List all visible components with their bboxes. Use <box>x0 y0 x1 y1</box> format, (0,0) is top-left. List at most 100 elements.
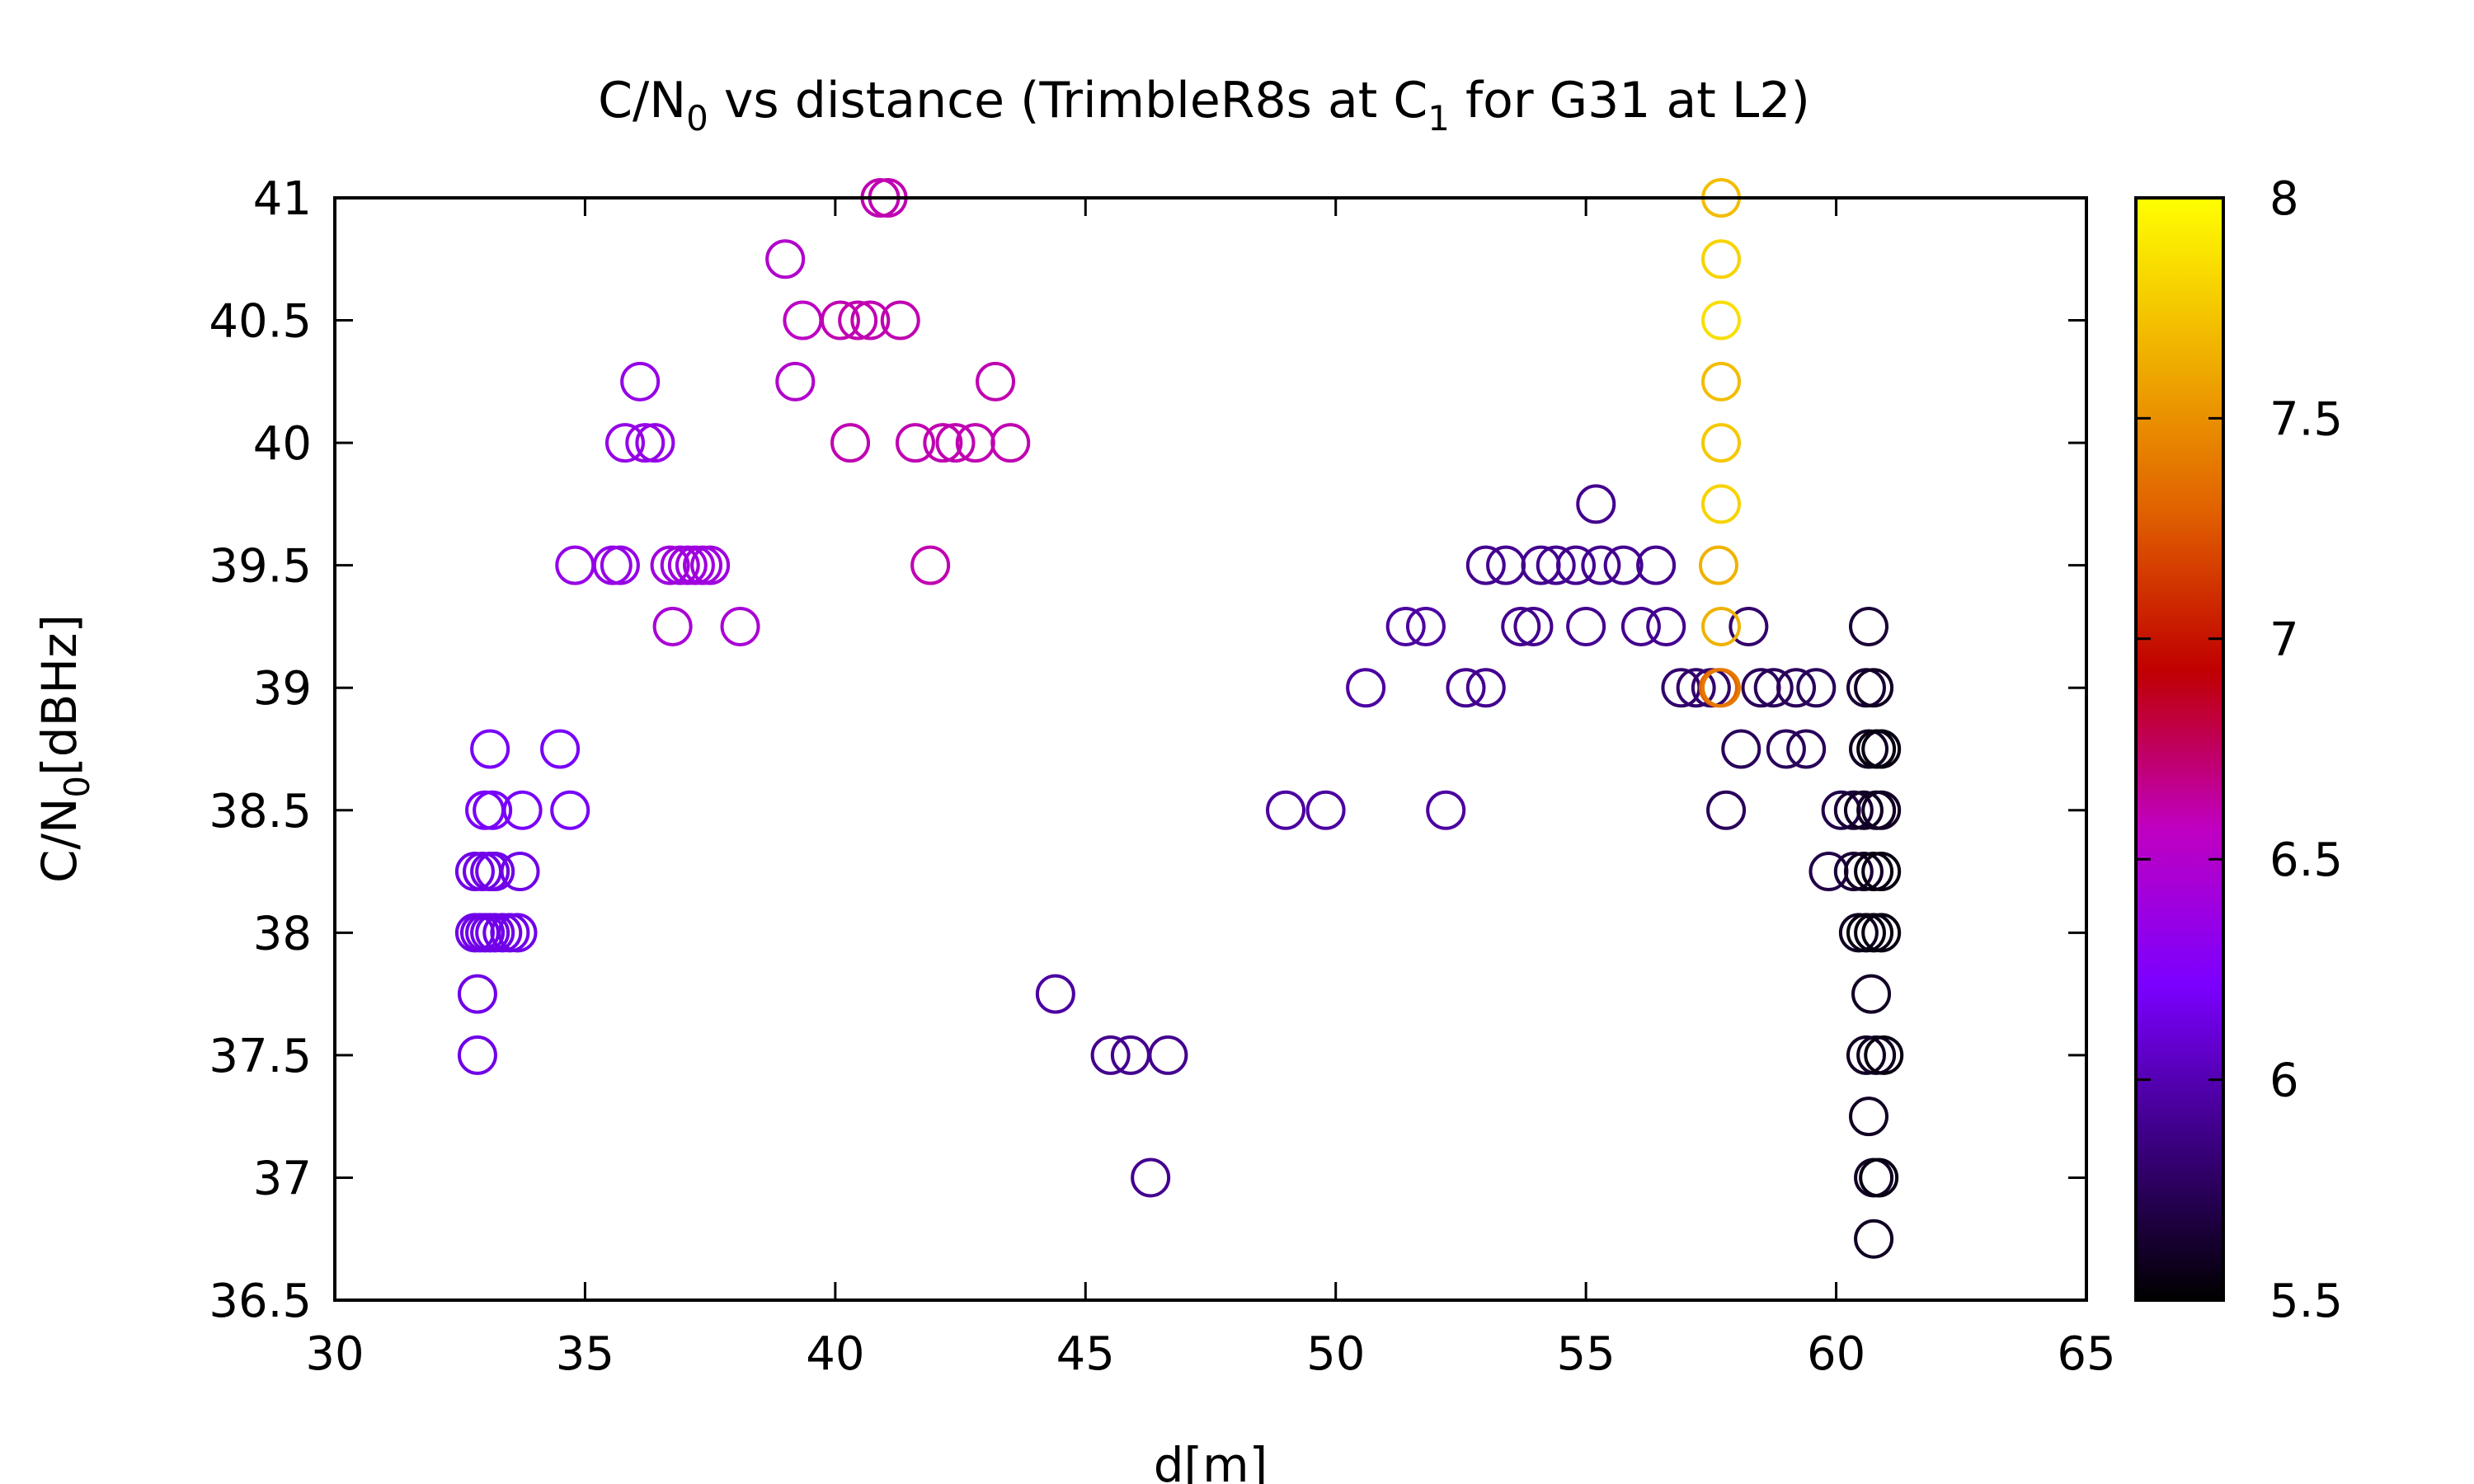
data-point <box>775 361 816 402</box>
data-point <box>1796 668 1837 708</box>
data-point <box>720 606 760 646</box>
data-point <box>1676 668 1716 708</box>
data-point <box>1426 790 1466 830</box>
data-point <box>1776 668 1817 708</box>
colorbar-tick-label: 6.5 <box>2269 834 2343 887</box>
chart-title: C/N0 vs distance (TrimbleR8s at C1 for G… <box>598 72 1810 139</box>
data-point <box>620 361 661 402</box>
data-point <box>604 423 645 463</box>
x-tick-label: 30 <box>305 1327 364 1381</box>
data-point <box>1846 1035 1886 1075</box>
x-tick-label: 50 <box>1306 1327 1365 1381</box>
data-point <box>1581 545 1621 585</box>
x-tick-label: 40 <box>806 1327 864 1381</box>
data-point <box>1861 852 1902 892</box>
data-point <box>1465 668 1506 708</box>
x-axis-title: d[m] <box>1154 1437 1268 1484</box>
data-point <box>625 423 666 463</box>
colorbar-ticks: 5.5 6 6.5 7 7.5 8 <box>2136 172 2343 1328</box>
data-point <box>540 729 581 769</box>
data-point <box>1729 606 1769 646</box>
data-point <box>1346 668 1386 708</box>
data-point <box>1843 852 1884 892</box>
data-point <box>465 790 506 830</box>
colorbar-tick-label: 6 <box>2269 1054 2299 1108</box>
data-point <box>1786 729 1827 769</box>
data-point <box>1833 790 1874 830</box>
data-point <box>652 606 693 646</box>
data-point <box>1854 852 1894 892</box>
y-tick-label: 41 <box>253 172 312 226</box>
data-point <box>475 852 515 892</box>
data-point <box>500 852 540 892</box>
data-point <box>1859 1158 1899 1198</box>
x-axis-ticks: 30 35 40 45 50 55 60 65 <box>305 198 2116 1381</box>
data-point <box>1864 1035 1904 1075</box>
colorbar-tick-label: 7 <box>2269 613 2299 667</box>
data-point <box>555 545 595 585</box>
data-point <box>1843 790 1884 830</box>
data-point <box>650 545 690 585</box>
data-point <box>910 545 951 585</box>
data-point <box>497 913 538 953</box>
data-point <box>1405 606 1446 646</box>
y-tick-label: 38.5 <box>209 785 312 838</box>
y-axis-title: C/N0[dBHz] <box>31 614 97 883</box>
plot-frame <box>333 196 2088 1302</box>
data-point <box>880 300 920 340</box>
y-tick-label: 37 <box>253 1152 312 1205</box>
data-point <box>1603 545 1644 585</box>
y-tick-label: 37.5 <box>209 1030 312 1083</box>
data-point <box>923 423 963 463</box>
y-tick-label: 39.5 <box>209 540 312 594</box>
colorbar-tick-label: 5.5 <box>2269 1275 2343 1328</box>
data-point <box>550 790 590 830</box>
data-point <box>1636 545 1677 585</box>
data-point <box>1513 606 1554 646</box>
data-point <box>1753 668 1794 708</box>
data-point <box>690 545 731 585</box>
data-point <box>470 729 510 769</box>
data-point <box>457 1035 497 1075</box>
points-layer <box>454 178 1904 1259</box>
data-point <box>635 423 675 463</box>
data-point <box>592 545 633 585</box>
y-axis-ticks: 36.5 37 37.5 38 38.5 39 39.5 40 40.5 41 <box>209 172 2086 1328</box>
data-point <box>1849 1097 1889 1137</box>
x-tick-label: 65 <box>2057 1327 2115 1381</box>
x-tick-label: 60 <box>1807 1327 1865 1381</box>
y-tick-label: 40 <box>253 417 312 471</box>
data-point <box>1856 1035 1897 1075</box>
data-point <box>1700 484 1741 524</box>
data-point <box>1698 545 1738 585</box>
data-point <box>1035 974 1075 1014</box>
data-point <box>1266 790 1306 830</box>
data-point <box>1700 300 1741 340</box>
data-point <box>1486 545 1526 585</box>
data-point <box>1576 484 1616 524</box>
data-point <box>830 423 871 463</box>
data-point <box>502 790 543 830</box>
data-point <box>955 423 995 463</box>
colorbar-tick-label: 8 <box>2269 172 2299 226</box>
data-point <box>1501 606 1541 646</box>
data-point <box>765 239 806 279</box>
x-tick-label: 55 <box>1557 1327 1616 1381</box>
data-point <box>1833 852 1874 892</box>
data-point <box>783 300 823 340</box>
data-point <box>1620 606 1661 646</box>
data-point <box>473 790 513 830</box>
data-point <box>1446 668 1486 708</box>
x-tick-label: 35 <box>556 1327 614 1381</box>
data-point <box>1854 668 1894 708</box>
data-point <box>457 974 497 1014</box>
colorbar <box>2134 196 2225 1302</box>
data-point <box>1854 1219 1894 1259</box>
y-tick-label: 40.5 <box>209 295 312 349</box>
data-point <box>990 423 1031 463</box>
data-point <box>1700 361 1741 402</box>
data-point <box>1646 606 1686 646</box>
data-point <box>1861 913 1902 953</box>
data-point <box>820 300 860 340</box>
